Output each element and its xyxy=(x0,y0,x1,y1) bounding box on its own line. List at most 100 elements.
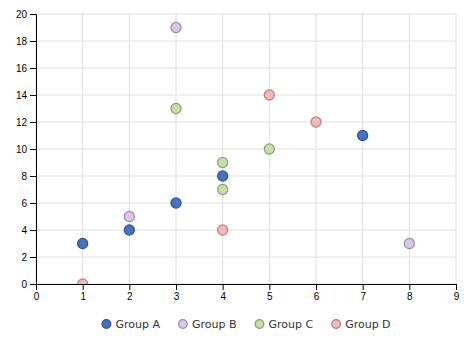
tick-label: 5 xyxy=(267,291,273,302)
tick-label: 8 xyxy=(407,291,413,302)
tick-label: 0 xyxy=(21,279,27,290)
series xyxy=(171,103,274,194)
point xyxy=(264,90,274,100)
point xyxy=(218,184,228,194)
point xyxy=(218,157,228,167)
grid xyxy=(36,14,456,284)
tick-mark xyxy=(30,257,36,258)
y-axis: 02468101214161820 xyxy=(16,9,37,290)
legend: Group AGroup BGroup CGroup D xyxy=(102,318,391,331)
tick-label: 3 xyxy=(174,291,180,302)
legend-item: Group D xyxy=(332,318,391,331)
tick-label: 6 xyxy=(21,198,27,209)
legend-swatch xyxy=(179,320,188,329)
tick-label: 9 xyxy=(454,291,460,302)
tick-mark xyxy=(30,14,36,15)
legend-swatch xyxy=(255,320,264,329)
tick-mark xyxy=(269,284,270,290)
grid-line xyxy=(36,122,456,123)
tick-label: 6 xyxy=(314,291,320,302)
point xyxy=(218,225,228,235)
grid-line xyxy=(36,203,456,204)
point xyxy=(124,225,134,235)
grid-line xyxy=(36,68,456,69)
tick: 1 xyxy=(80,284,86,302)
tick-mark xyxy=(456,284,457,290)
point xyxy=(404,238,414,248)
tick-label: 0 xyxy=(34,291,40,302)
tick-mark xyxy=(409,284,410,290)
tick: 2 xyxy=(21,252,36,263)
tick-mark xyxy=(363,284,364,290)
tick-mark xyxy=(30,41,36,42)
tick: 10 xyxy=(16,144,36,155)
point xyxy=(78,238,88,248)
tick-label: 20 xyxy=(16,9,28,20)
grid-line xyxy=(36,176,456,177)
tick: 3 xyxy=(174,284,180,302)
tick: 0 xyxy=(21,279,36,290)
point xyxy=(218,171,228,181)
point xyxy=(171,22,181,32)
tick-label: 2 xyxy=(21,252,27,263)
axis-line xyxy=(30,15,37,285)
tick: 4 xyxy=(21,225,36,236)
tick-mark xyxy=(30,203,36,204)
series xyxy=(78,90,321,284)
point xyxy=(78,279,88,284)
plot: 012345678902468101214161820 xyxy=(16,9,460,302)
tick-mark xyxy=(30,230,36,231)
tick: 18 xyxy=(16,36,36,47)
tick-mark xyxy=(223,284,224,290)
tick-label: 4 xyxy=(21,225,27,236)
grid-line xyxy=(36,257,456,258)
tick-label: 8 xyxy=(21,171,27,182)
legend-item: Group A xyxy=(102,318,160,331)
tick-mark xyxy=(30,176,36,177)
tick: 14 xyxy=(16,90,36,101)
tick-label: 18 xyxy=(16,36,28,47)
point xyxy=(264,144,274,154)
legend-swatch xyxy=(102,320,111,329)
axis-line xyxy=(37,285,457,291)
legend-swatch xyxy=(332,320,341,329)
legend-label: Group D xyxy=(345,318,390,331)
legend-item: Group B xyxy=(179,318,237,331)
legend-label: Group B xyxy=(192,318,237,331)
tick: 7 xyxy=(360,284,366,302)
tick-label: 2 xyxy=(127,291,133,302)
grid-line xyxy=(36,149,456,150)
point xyxy=(171,198,181,208)
legend-label: Group A xyxy=(115,318,160,331)
tick: 9 xyxy=(454,284,460,302)
tick-mark xyxy=(30,68,36,69)
chart: 012345678902468101214161820Group AGroup … xyxy=(0,0,474,342)
tick: 6 xyxy=(314,284,320,302)
tick-mark xyxy=(30,122,36,123)
tick-label: 4 xyxy=(220,291,226,302)
tick: 4 xyxy=(220,284,226,302)
points xyxy=(78,22,415,284)
grid-line xyxy=(36,41,456,42)
tick-mark xyxy=(30,149,36,150)
grid-line xyxy=(36,230,456,231)
tick: 20 xyxy=(16,9,36,20)
point xyxy=(311,117,321,127)
x-axis: 0 1 2 3 4 5 6 7 8 9 xyxy=(34,284,460,302)
tick-mark xyxy=(316,284,317,290)
point xyxy=(358,130,368,140)
series xyxy=(124,22,414,248)
tick: 6 xyxy=(21,198,36,209)
point xyxy=(171,103,181,113)
tick-label: 7 xyxy=(360,291,366,302)
series xyxy=(78,130,368,248)
tick-mark xyxy=(129,284,130,290)
tick: 8 xyxy=(407,284,413,302)
grid-line xyxy=(36,14,456,15)
tick: 2 xyxy=(127,284,133,302)
tick-label: 14 xyxy=(16,90,28,101)
point xyxy=(124,211,134,221)
tick-mark xyxy=(30,95,36,96)
tick-label: 1 xyxy=(80,291,86,302)
tick: 16 xyxy=(16,63,36,74)
